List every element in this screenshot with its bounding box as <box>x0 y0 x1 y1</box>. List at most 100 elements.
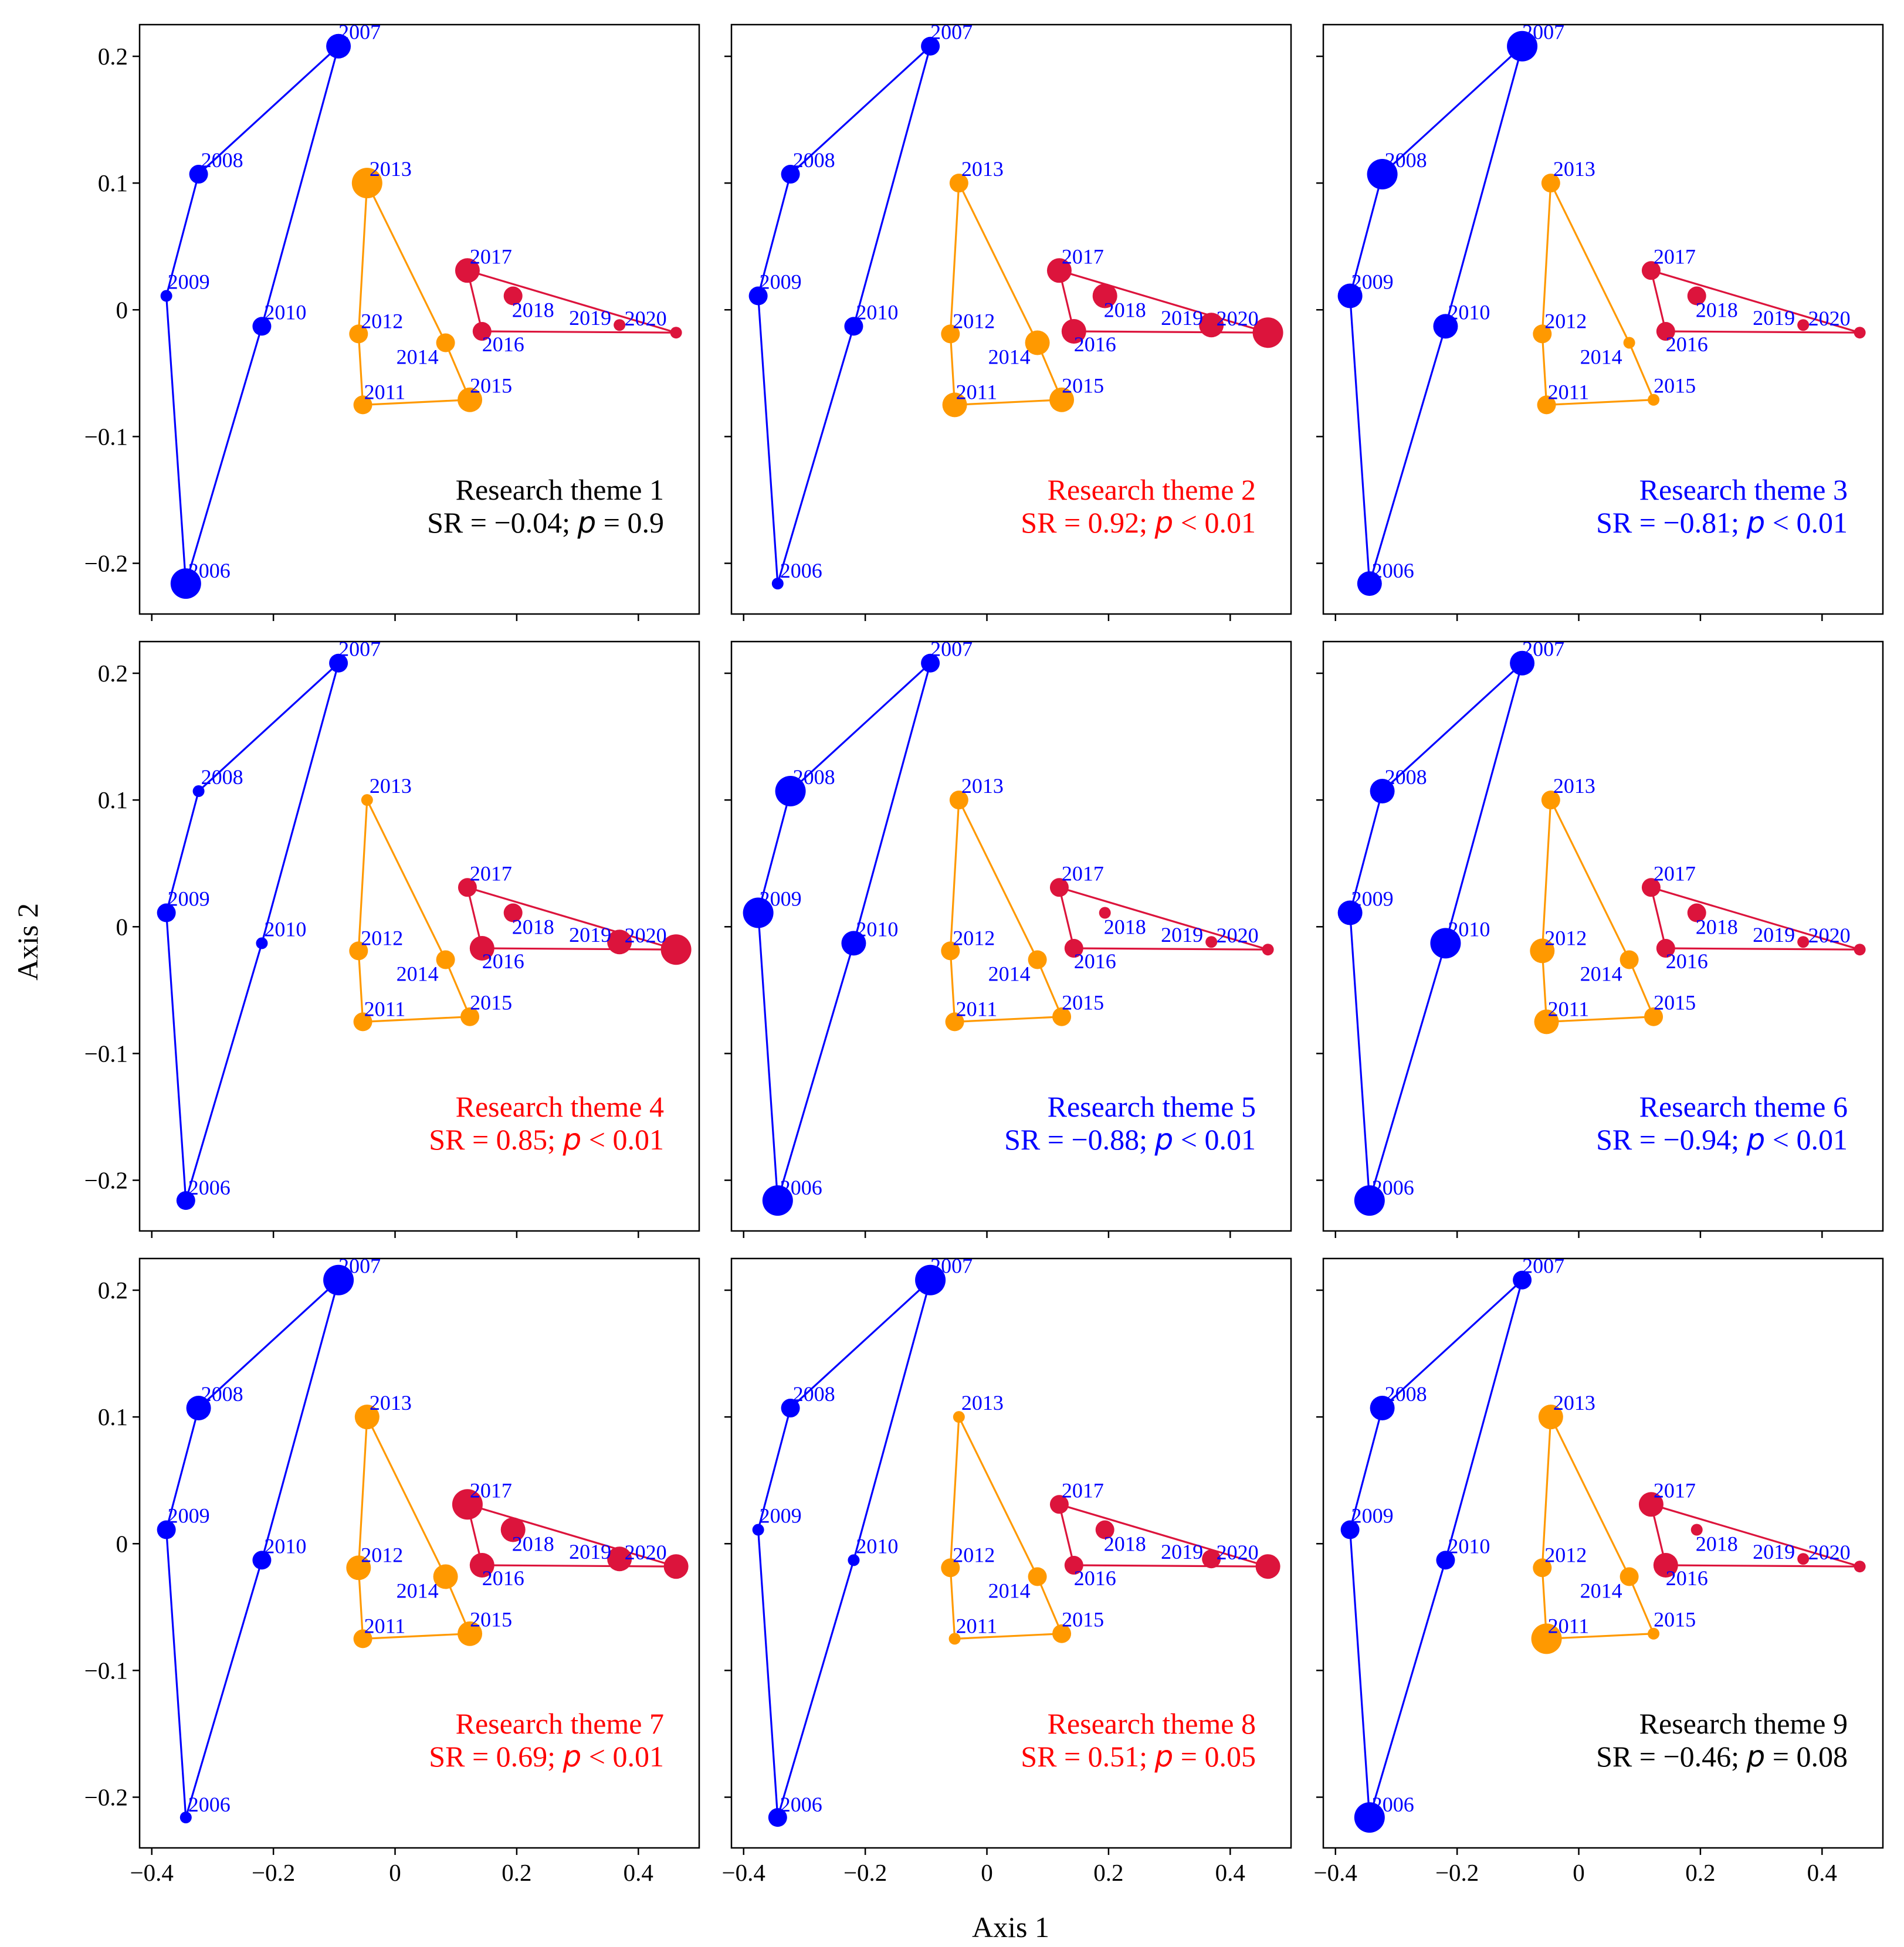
year-label-2009: 2009 <box>168 1504 210 1528</box>
year-label-2007: 2007 <box>338 637 381 661</box>
p-value: < 0.01 <box>1173 1123 1256 1156</box>
year-label-2020: 2020 <box>625 307 667 330</box>
panel-7: −0.4 −0.2 0 0.2 0.4 0.2 0.1 0 −0.1 −0.2 2006 2007 20… <box>84 1254 700 1886</box>
year-label-2013: 2013 <box>370 157 412 181</box>
point-2014 <box>436 333 455 352</box>
panel-9: −0.4 −0.2 0 0.2 0.4 2006 2007 2008 2009 2010 2011 2… <box>1314 1254 1884 1886</box>
period-3-outline <box>466 886 677 951</box>
p-value: = 0.9 <box>596 506 664 539</box>
period-1-outline <box>757 1277 933 1818</box>
point-2013 <box>949 174 968 193</box>
point-2007 <box>1510 650 1535 676</box>
y-axis-title: Axis 2 <box>11 903 44 981</box>
point-2006 <box>179 1812 192 1824</box>
point-2010 <box>848 1554 860 1566</box>
theme-statistic: SR = −0.46; p = 0.08 <box>1596 1739 1848 1773</box>
year-label-2016: 2016 <box>1074 949 1116 973</box>
point-2017 <box>1049 878 1069 897</box>
year-label-2010: 2010 <box>264 1534 306 1558</box>
point-2014 <box>1028 1567 1047 1586</box>
year-label-2012: 2012 <box>1544 1543 1587 1566</box>
year-label-2019: 2019 <box>1161 1540 1203 1563</box>
year-label-2016: 2016 <box>1666 333 1708 356</box>
point-2017 <box>1641 261 1661 280</box>
year-label-2018: 2018 <box>512 915 554 939</box>
point-2010 <box>841 931 866 956</box>
point-2009 <box>1337 283 1363 308</box>
point-2015 <box>458 387 483 412</box>
year-label-2012: 2012 <box>953 926 995 949</box>
point-2011 <box>942 392 967 418</box>
year-label-2014: 2014 <box>1580 345 1622 368</box>
point-2010 <box>252 317 272 336</box>
period-1-outline <box>1349 43 1524 584</box>
point-2015 <box>1648 1627 1660 1640</box>
theme-title: Research theme 1 <box>456 473 664 506</box>
year-label-2015: 2015 <box>1062 1608 1104 1631</box>
year-label-2011: 2011 <box>364 380 406 403</box>
y-tick-label: 0 <box>116 296 128 323</box>
point-2011 <box>353 395 372 415</box>
year-label-2006: 2006 <box>780 1176 822 1199</box>
point-2006 <box>1354 1185 1385 1216</box>
year-label-2019: 2019 <box>569 306 611 330</box>
point-2012 <box>346 1555 371 1580</box>
theme-title: Research theme 5 <box>1048 1090 1256 1123</box>
point-2018 <box>503 903 523 922</box>
y-tick-label: −0.2 <box>84 1167 128 1194</box>
y-tick-label: −0.1 <box>84 1657 128 1684</box>
point-2008 <box>1370 779 1395 804</box>
year-label-2014: 2014 <box>397 962 439 985</box>
y-tick-label: −0.2 <box>84 550 128 577</box>
period-3-outline <box>1058 269 1269 334</box>
point-2009 <box>752 1524 764 1536</box>
period-1-outline <box>165 43 341 584</box>
point-2020 <box>1854 1561 1866 1573</box>
period-3-outline <box>1650 1503 1861 1568</box>
sr-value: SR = 0.51; <box>1021 1740 1154 1773</box>
year-label-2017: 2017 <box>1062 1478 1104 1502</box>
point-2006 <box>762 1185 793 1216</box>
period-2-outline <box>357 799 472 1023</box>
theme-title: Research theme 6 <box>1639 1090 1848 1123</box>
point-2016 <box>1653 1553 1678 1578</box>
p-symbol: p <box>1154 506 1174 540</box>
point-2019 <box>607 1546 632 1572</box>
x-tick-label: 0.4 <box>624 1859 653 1886</box>
period-2-outline <box>949 799 1063 1023</box>
point-2008 <box>775 776 806 807</box>
point-2011 <box>1531 1623 1562 1654</box>
year-label-2010: 2010 <box>856 1534 898 1558</box>
point-2015 <box>1049 387 1075 412</box>
theme-statistic: SR = 0.85; p < 0.01 <box>429 1122 664 1156</box>
point-2019 <box>1797 936 1810 948</box>
point-2010 <box>256 937 268 949</box>
year-label-2016: 2016 <box>482 1566 524 1590</box>
point-2015 <box>460 1007 480 1026</box>
point-2011 <box>1537 395 1556 415</box>
theme-statistic: SR = 0.92; p < 0.01 <box>1021 506 1256 540</box>
year-label-2017: 2017 <box>1062 861 1104 885</box>
year-label-2008: 2008 <box>1385 148 1427 172</box>
p-value: < 0.01 <box>581 1740 664 1773</box>
period-2-outline <box>949 1416 1063 1640</box>
year-label-2013: 2013 <box>1553 774 1595 798</box>
year-label-2011: 2011 <box>956 380 998 403</box>
point-2011 <box>945 1012 964 1032</box>
point-2006 <box>771 578 784 590</box>
point-2020 <box>663 1554 689 1579</box>
year-label-2012: 2012 <box>361 1543 403 1566</box>
year-label-2016: 2016 <box>1074 1566 1116 1590</box>
theme-statistic: SR = −0.81; p < 0.01 <box>1596 506 1848 540</box>
panel-frame <box>138 640 700 1232</box>
x-tick-label: −0.2 <box>843 1859 887 1886</box>
point-2013 <box>1538 1405 1563 1430</box>
point-2015 <box>1052 1624 1072 1643</box>
x-tick-label: 0 <box>981 1859 993 1886</box>
point-2007 <box>921 653 940 673</box>
year-label-2008: 2008 <box>793 1382 835 1406</box>
year-label-2013: 2013 <box>961 1391 1004 1415</box>
panel-3: 2006 2007 2008 2009 2010 2011 2012 2013 2014 2015… <box>1316 21 1884 621</box>
year-label-2009: 2009 <box>760 1504 802 1528</box>
